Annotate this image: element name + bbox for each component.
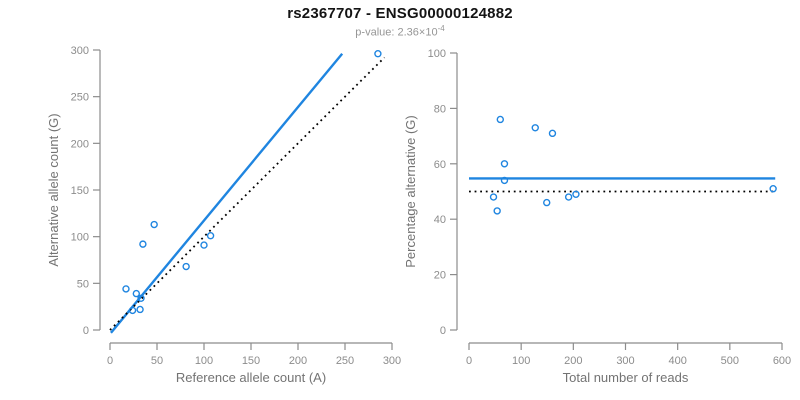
identity-line: [109, 56, 386, 331]
right-x-tick-label: 200: [564, 355, 582, 367]
right-data-point: [496, 115, 504, 124]
right-x-axis-title: Total number of reads: [563, 370, 689, 385]
left-x-tick-label: 250: [336, 355, 354, 367]
right-x-tick-label: 100: [512, 355, 530, 367]
figure-subtitle: p-value: 2.36×10-4: [0, 24, 800, 39]
left-data-point: [206, 232, 215, 240]
right-data-point: [493, 207, 501, 215]
left-data-point: [128, 306, 137, 315]
left-data-point: [374, 50, 382, 58]
right-data-point: [500, 160, 509, 168]
left-x-tick-label: 100: [195, 355, 213, 367]
left-y-tick-label: 100: [71, 232, 89, 244]
right-x-tick-label: 500: [721, 355, 739, 367]
right-data-point: [500, 176, 509, 185]
right-data-point: [572, 190, 580, 198]
left-x-tick-label: 50: [151, 355, 163, 367]
right-data-point: [543, 198, 551, 207]
right-y-tick-label: 100: [428, 48, 446, 60]
p-value-text: p-value: 2.36×10: [355, 26, 438, 39]
left-y-axis-title: Alternative allele count (G): [46, 113, 61, 266]
right-data-point: [564, 193, 573, 201]
left-y-tick-label: 250: [71, 92, 89, 104]
left-y-tick-label: 200: [71, 138, 89, 150]
p-value-exponent: -4: [437, 24, 445, 33]
left-x-tick-label: 200: [289, 355, 307, 367]
left-data-point: [200, 241, 208, 249]
right-data-point: [548, 129, 557, 138]
left-data-point: [137, 294, 145, 302]
right-y-tick-label: 0: [440, 325, 446, 337]
left-data-point: [139, 240, 147, 248]
right-y-tick-label: 40: [434, 214, 446, 226]
right-x-tick-label: 600: [773, 355, 791, 367]
right-y-axis-title: Percentage alternative (G): [403, 115, 418, 267]
right-y-tick-label: 80: [434, 103, 446, 115]
left-data-point: [122, 285, 130, 293]
left-y-tick-label: 0: [83, 325, 89, 337]
right-x-tick-label: 300: [616, 355, 634, 367]
left-data-point: [150, 220, 158, 229]
right-y-tick-label: 60: [434, 159, 446, 171]
left-data-point: [132, 289, 141, 298]
left-x-tick-label: 0: [107, 355, 113, 367]
left-x-tick-label: 150: [242, 355, 260, 367]
right-data-point: [769, 185, 777, 193]
left-x-tick-label: 300: [383, 355, 401, 367]
right-x-tick-label: 400: [668, 355, 686, 367]
right-data-point: [531, 124, 539, 132]
left-x-axis-title: Reference allele count (A): [176, 370, 326, 385]
left-y-tick-label: 300: [71, 45, 89, 57]
right-data-point: [489, 193, 498, 201]
left-data-point: [182, 262, 190, 271]
left-y-tick-label: 150: [71, 185, 89, 197]
left-y-tick-label: 50: [77, 278, 89, 290]
right-y-tick-label: 20: [434, 270, 446, 282]
left-data-point: [136, 305, 144, 314]
figure-title: rs2367707 - ENSG00000124882: [287, 5, 513, 22]
right-x-tick-label: 0: [466, 355, 472, 367]
regression-line: [110, 52, 344, 334]
